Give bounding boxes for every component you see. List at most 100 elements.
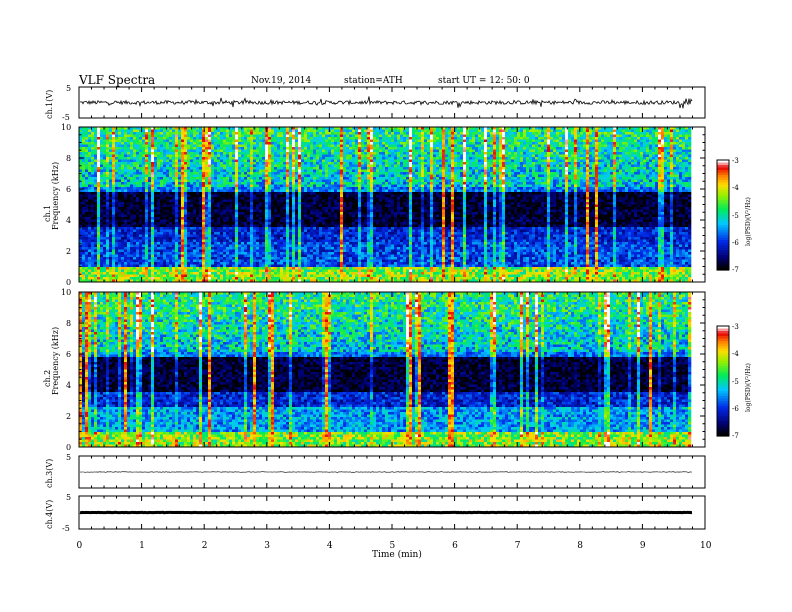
spectrogram-cell [184, 129, 188, 133]
spectrogram-cell [280, 197, 284, 200]
spectrogram-cell [187, 252, 191, 255]
spectrogram-cell [211, 207, 215, 210]
spectrogram-cell [223, 194, 227, 198]
spectrogram-cell [307, 164, 311, 168]
spectrogram-cell [304, 157, 308, 160]
spectrogram-cell [151, 192, 155, 195]
spectrogram-cell [244, 189, 248, 193]
spectrogram-cell [295, 267, 299, 270]
spectrogram-cell [274, 277, 278, 280]
spectrogram-cell [226, 152, 230, 155]
spectrogram-cell [193, 134, 197, 138]
spectrogram-cell [187, 147, 191, 150]
spectrogram-cell [181, 217, 185, 220]
spectrogram-cell [223, 269, 227, 273]
spectrogram-cell [181, 154, 185, 158]
spectrogram-cell [268, 174, 272, 178]
spectrogram-cell [79, 222, 83, 225]
spectrogram-cell [199, 142, 203, 145]
spectrogram-cell [169, 229, 173, 233]
spectrogram-cell [241, 272, 245, 275]
spectrogram-cell [193, 239, 197, 243]
spectrogram-cell [103, 214, 107, 218]
spectrogram-cell [220, 234, 224, 238]
spectrogram-cell [115, 169, 119, 173]
spectrogram-cell [97, 182, 101, 185]
spectrogram-cell [268, 217, 272, 220]
spectrogram-cell [145, 174, 149, 178]
spectrogram-cell [142, 184, 146, 188]
spectrogram-cell [88, 167, 92, 170]
spectrogram-cell [133, 237, 137, 240]
spectrogram-cell [100, 129, 104, 133]
spectrogram-cell [247, 157, 251, 160]
spectrogram-cell [157, 227, 161, 230]
spectrogram-cell [256, 167, 260, 170]
spectrogram-cell [106, 249, 110, 253]
spectrogram-cell [82, 134, 86, 138]
spectrogram-cell [130, 144, 134, 148]
spectrogram-cell [112, 184, 116, 188]
spectrogram-cell [229, 202, 233, 205]
spectrogram-cell [271, 189, 275, 193]
spectrogram-cell [139, 197, 143, 200]
spectrogram-cell [163, 167, 167, 170]
spectrogram-cell [286, 212, 290, 215]
spectrogram-cell [265, 264, 269, 268]
spectrogram-cell [310, 184, 314, 188]
spectrogram-cell [307, 242, 311, 245]
spectrogram-cell [127, 134, 131, 138]
spectrogram-cell [175, 277, 179, 280]
spectrogram-cell [154, 199, 158, 203]
ch1-waveform-trace [79, 96, 693, 109]
spectrogram-cell [187, 154, 191, 158]
spectrogram-cell [289, 147, 293, 150]
spectrogram-cell [298, 277, 302, 280]
spectrogram-cell [193, 247, 197, 250]
spectrogram-cell [295, 217, 299, 220]
spectrogram-cell [181, 184, 185, 188]
spectrogram-cell [85, 149, 89, 153]
spectrogram-cell [304, 154, 308, 158]
spectrogram-cell [247, 199, 251, 203]
spectrogram-cell [121, 139, 125, 143]
spectrogram-cell [160, 234, 164, 238]
spectrogram-cell [244, 237, 248, 240]
spectrogram-cell [184, 142, 188, 145]
spectrogram-cell [85, 252, 89, 255]
spectrogram-cell [232, 159, 236, 163]
spectrogram-cell [193, 179, 197, 183]
spectrogram-cell [226, 257, 230, 260]
spectrogram-cell [214, 262, 218, 265]
spectrogram-cell [85, 229, 89, 233]
spectrogram-cell [196, 257, 200, 260]
spectrogram-cell [160, 209, 164, 213]
spectrogram-cell [295, 242, 299, 245]
spectrogram-cell [289, 274, 293, 278]
spectrogram-cell [172, 214, 176, 218]
spectrogram-cell [169, 174, 173, 178]
spectrogram-cell [283, 194, 287, 198]
spectrogram-cell [280, 229, 284, 233]
spectrogram-cell [157, 189, 161, 193]
spectrogram-cell [154, 179, 158, 183]
spectrogram-cell [253, 159, 257, 163]
spectrogram-cell [106, 127, 110, 130]
spectrogram-cell [265, 169, 269, 173]
spectrogram-cell [211, 142, 215, 145]
spectrogram-cell [205, 259, 209, 263]
spectrogram-cell [229, 262, 233, 265]
spectrogram-cell [148, 259, 152, 263]
spectrogram-cell [79, 127, 83, 130]
spectrogram-cell [91, 232, 95, 235]
spectrogram-cell [121, 234, 125, 238]
spectrogram-cell [139, 142, 143, 145]
spectrogram-cell [103, 137, 107, 140]
spectrogram-cell [172, 144, 176, 148]
spectrogram-cell [130, 224, 134, 228]
spectrogram-cell [223, 147, 227, 150]
spectrogram-cell [220, 194, 224, 198]
spectrogram-cell [211, 264, 215, 268]
spectrogram-cell [175, 257, 179, 260]
spectrogram-cell [85, 222, 89, 225]
